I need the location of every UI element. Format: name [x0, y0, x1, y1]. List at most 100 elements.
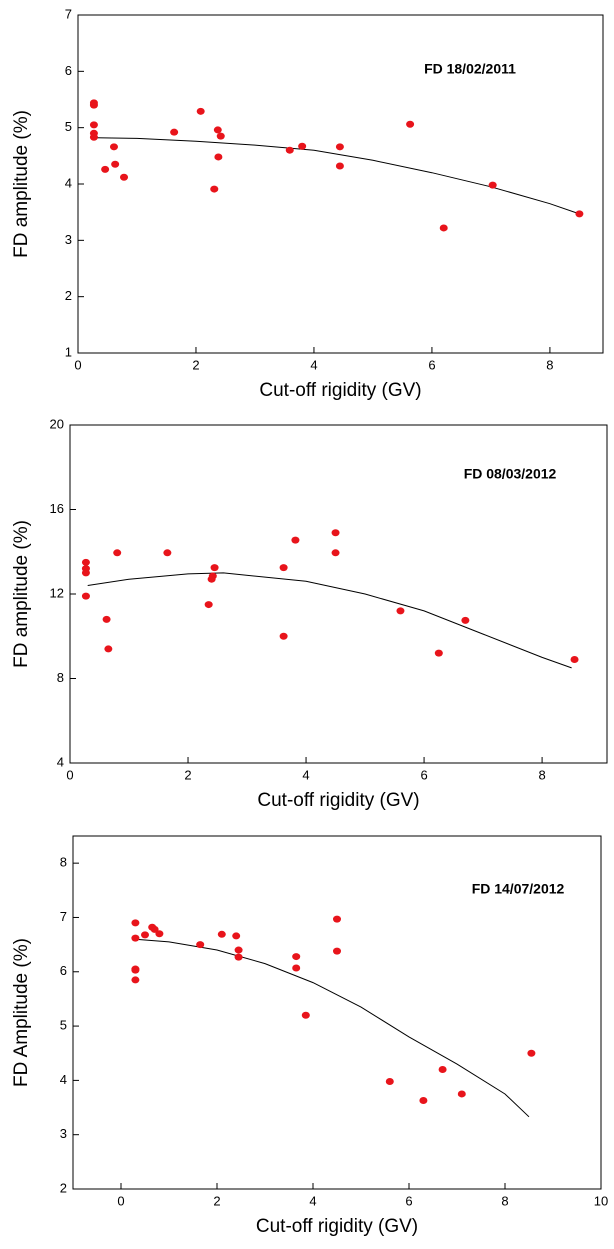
- y-tick-label: 5: [65, 119, 72, 134]
- x-tick-label: 10: [594, 1193, 608, 1208]
- x-axis-label: Cut-off rigidity (GV): [259, 380, 421, 401]
- data-point: [335, 143, 344, 151]
- data-point: [155, 930, 164, 938]
- data-point: [120, 173, 129, 181]
- data-point: [570, 655, 579, 663]
- x-axis-label: Cut-off rigidity (GV): [257, 790, 419, 811]
- annotation: FD 18/02/2011: [424, 61, 516, 77]
- x-tick-label: 8: [546, 357, 553, 372]
- y-tick-label: 12: [50, 585, 64, 600]
- data-point: [113, 549, 122, 557]
- data-point: [301, 1011, 310, 1019]
- data-point: [141, 931, 149, 939]
- data-point: [109, 143, 118, 151]
- data-point: [131, 919, 140, 927]
- data-point: [213, 126, 222, 134]
- data-point: [170, 128, 179, 136]
- data-point: [234, 953, 243, 961]
- data-point: [204, 601, 213, 609]
- annotation: FD 14/07/2012: [472, 881, 565, 897]
- x-tick-label: 6: [405, 1193, 412, 1208]
- data-point: [331, 549, 340, 557]
- x-tick-label: 8: [501, 1193, 508, 1208]
- data-point: [232, 932, 241, 940]
- data-point: [406, 120, 415, 128]
- data-point: [461, 616, 470, 624]
- data-point: [216, 132, 225, 140]
- x-tick-label: 4: [310, 357, 317, 372]
- x-tick-label: 2: [184, 767, 191, 782]
- data-point: [438, 1066, 447, 1074]
- data-point: [150, 925, 159, 933]
- x-tick-label: 2: [192, 357, 199, 372]
- data-point: [102, 615, 111, 623]
- data-point: [196, 941, 205, 949]
- data-point: [131, 966, 140, 974]
- y-tick-label: 3: [65, 232, 72, 247]
- data-point: [89, 133, 98, 141]
- y-tick-label: 3: [60, 1126, 67, 1141]
- x-tick-label: 0: [74, 357, 81, 372]
- data-point: [210, 185, 219, 193]
- y-tick-label: 2: [60, 1180, 67, 1195]
- y-tick-label: 4: [57, 754, 64, 769]
- data-point: [104, 645, 113, 653]
- data-point: [439, 224, 448, 232]
- data-point: [333, 915, 341, 923]
- y-tick-label: 4: [60, 1072, 67, 1087]
- x-tick-label: 6: [420, 767, 427, 782]
- y-tick-label: 20: [50, 416, 64, 431]
- plot-frame: [69, 424, 608, 764]
- data-point: [575, 210, 584, 218]
- data-point: [81, 569, 90, 577]
- plot-frame: [72, 835, 602, 1190]
- data-point: [279, 564, 288, 572]
- data-point: [101, 165, 110, 173]
- data-point: [81, 558, 90, 566]
- data-point: [396, 607, 405, 615]
- x-tick-label: 6: [428, 357, 435, 372]
- data-point: [163, 549, 172, 557]
- y-axis-label: FD amplitude (%): [11, 520, 32, 668]
- y-tick-label: 5: [60, 1018, 67, 1033]
- fit-line: [95, 137, 580, 215]
- data-point: [89, 101, 98, 109]
- x-tick-label: 8: [538, 767, 545, 782]
- fit-line: [135, 938, 530, 1118]
- data-point: [298, 142, 307, 150]
- x-tick-label: 4: [309, 1193, 316, 1208]
- data-point: [81, 592, 90, 600]
- data-point: [214, 153, 223, 161]
- data-point: [279, 632, 288, 640]
- annotation: FD 08/03/2012: [464, 466, 557, 482]
- y-axis-label: FD Amplitude (%): [11, 938, 32, 1087]
- fit-line: [87, 572, 572, 669]
- data-point: [210, 564, 219, 572]
- y-axis-label: FD amplitude (%): [11, 110, 32, 258]
- data-point: [131, 976, 140, 984]
- y-tick-label: 8: [57, 670, 64, 685]
- data-point: [385, 1077, 394, 1085]
- data-point: [131, 934, 140, 942]
- y-tick-label: 7: [65, 6, 72, 21]
- x-tick-label: 0: [117, 1193, 124, 1208]
- data-point: [291, 536, 300, 544]
- x-tick-label: 2: [213, 1193, 220, 1208]
- data-point: [217, 930, 226, 938]
- y-tick-label: 4: [65, 175, 72, 190]
- y-tick-label: 2: [65, 288, 72, 303]
- y-tick-label: 1: [65, 344, 72, 359]
- data-point: [434, 649, 443, 657]
- chart-panel: 2 3 4 5 6 7 8 0 2 4 6 8 10 Cut-off rigidity (GV) FD Am…: [11, 835, 608, 1237]
- data-point: [331, 529, 340, 537]
- y-tick-label: 6: [65, 63, 72, 78]
- data-point: [208, 572, 217, 580]
- data-point: [335, 162, 344, 170]
- data-point: [111, 160, 120, 168]
- data-point: [196, 107, 205, 115]
- data-point: [292, 953, 301, 961]
- plot-frame: [77, 14, 604, 354]
- data-point: [89, 121, 98, 129]
- data-point: [527, 1049, 536, 1057]
